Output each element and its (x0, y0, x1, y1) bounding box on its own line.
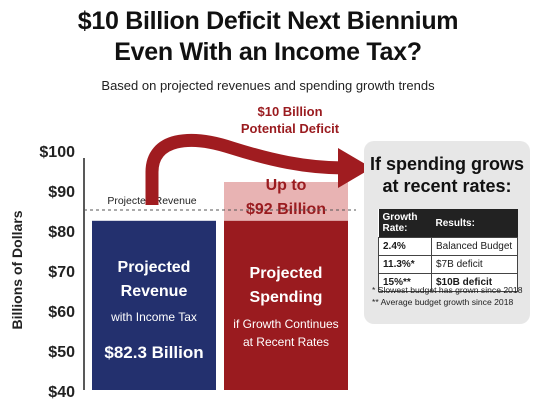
y-tick-label: $40 (48, 384, 75, 401)
bar-spending-deficit-segment (224, 182, 348, 221)
bar-label: Spending (250, 289, 323, 306)
deficit-annotation: $10 Billion (257, 104, 322, 119)
table-row: 11.3%* $7B deficit (378, 255, 518, 274)
bar-sublabel: with Income Tax (110, 310, 197, 324)
bar-projected-revenue (92, 220, 216, 390)
bar-projected-spending (224, 220, 348, 390)
deficit-arrow-head (338, 148, 372, 188)
panel-heading-line: If spending grows (369, 154, 524, 174)
table-cell-result: $7B deficit (431, 255, 518, 274)
bar-label: Revenue (121, 283, 188, 300)
deficit-annotation: Potential Deficit (241, 121, 340, 136)
y-axis-label: Billions of Dollars (9, 210, 25, 329)
table-cell-rate: 15%** (378, 273, 432, 292)
table-header: Results: (431, 209, 518, 238)
bar-sublabel: at Recent Rates (243, 335, 329, 349)
bar-sublabel: if Growth Continues (233, 317, 338, 331)
bars: Projected Revenue with Income Tax $82.3 Bil… (92, 177, 348, 390)
chart-title-line: $10 Billion Deficit Next Biennium (77, 7, 459, 35)
bar-label: Projected (250, 265, 323, 282)
y-tick-label: $80 (48, 224, 75, 241)
chart-subtitle: Based on projected revenues and spending… (101, 78, 435, 93)
y-tick-label: $50 (48, 344, 75, 361)
table-cell-result: $10B deficit (431, 273, 518, 292)
panel-heading: If spending grows at recent rates: (364, 153, 530, 197)
footnote: ** Average budget growth since 2018 (372, 297, 514, 307)
y-tick-label: $100 (39, 144, 75, 161)
deficit-arrow-shaft (145, 133, 346, 205)
footnote: * Slowest budget has grown since 2018 (372, 285, 523, 295)
y-tick-label: $70 (48, 264, 75, 281)
bar-value-label: $82.3 Billion (104, 343, 203, 362)
spending-growth-panel: If spending grows at recent rates: Growt… (364, 141, 530, 324)
y-tick-label: $60 (48, 304, 75, 321)
table-row: 2.4% Balanced Budget (378, 237, 518, 256)
table-header-row: Growth Rate: Results: (378, 209, 518, 238)
footnotes: * Slowest budget has grown since 2018 **… (372, 284, 528, 308)
table-cell-result: Balanced Budget (431, 237, 518, 256)
chart-title: $10 Billion Deficit Next Biennium Even W… (0, 6, 536, 68)
table-cell-rate: 11.3%* (378, 255, 432, 274)
bar-top-label: Up to (266, 177, 307, 194)
table-row: 15%** $10B deficit (378, 273, 518, 292)
bar-label: Projected (118, 259, 191, 276)
table-cell-rate: 2.4% (378, 237, 432, 256)
y-axis: $40 $50 $60 $70 $80 $90 $100 Billions of Dollar… (9, 144, 85, 401)
y-tick-label: $90 (48, 184, 75, 201)
growth-rate-table: Growth Rate: Results: 2.4% Balanced Budg… (378, 209, 518, 292)
table-header: Growth Rate: (378, 209, 432, 238)
panel-heading-line: at recent rates: (382, 176, 512, 196)
bar-top-label: $92 Billion (246, 201, 326, 218)
chart-title-line: Even With an Income Tax? (114, 38, 422, 66)
